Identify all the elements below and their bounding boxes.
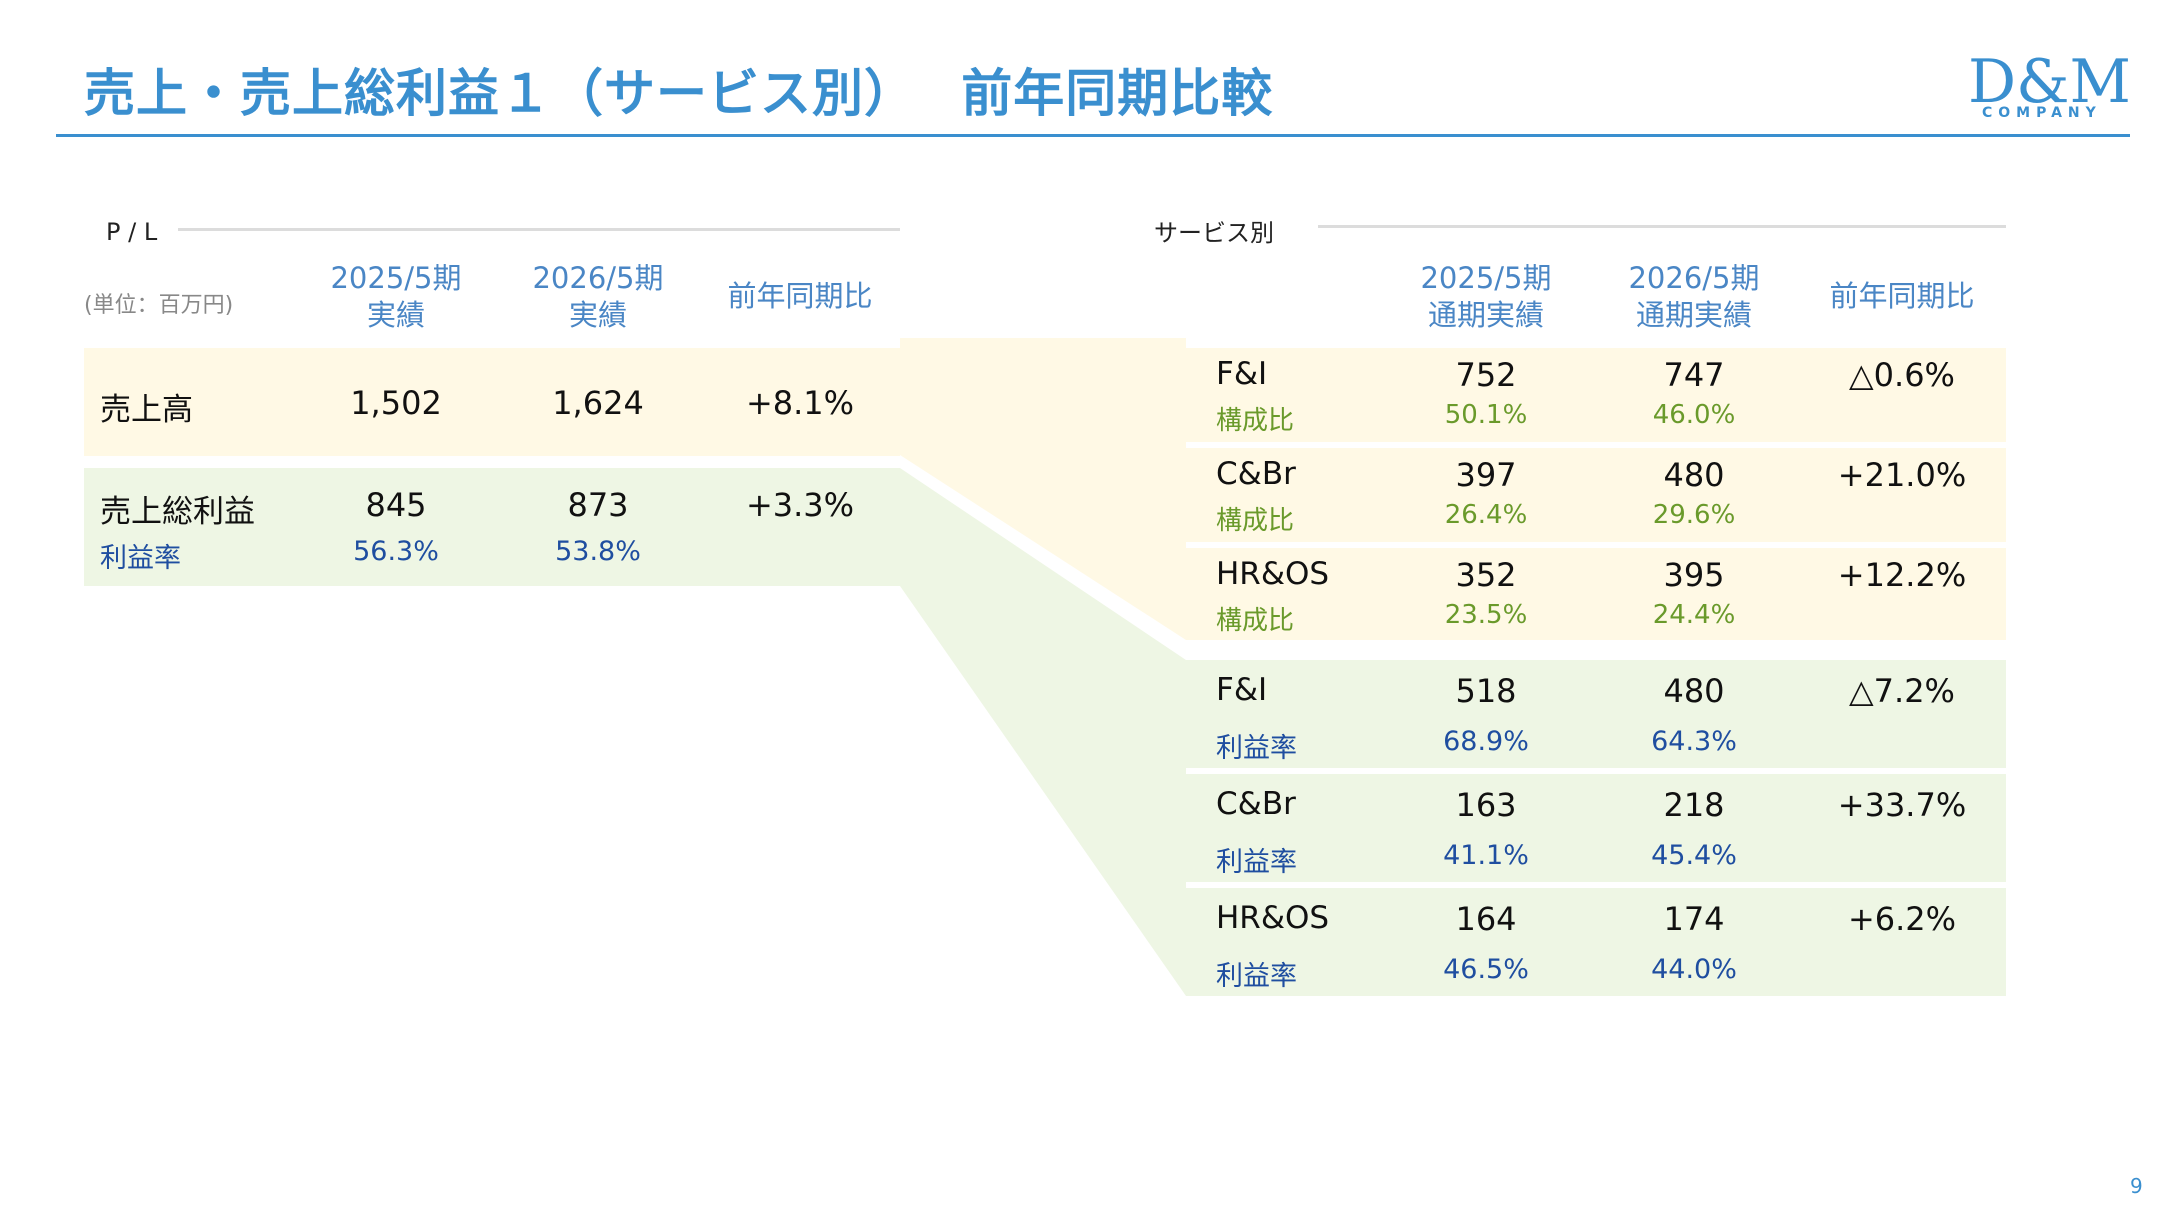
service-header-2026: 2026/5期 通期実績: [1590, 260, 1798, 334]
value-2026: 480: [1663, 672, 1725, 710]
value-2025: 163: [1455, 786, 1517, 824]
ratio-2026: 46.0%: [1652, 400, 1736, 430]
value-2026: 873: [567, 486, 629, 524]
ratio-label: 利益率: [1216, 733, 1297, 764]
unit-label: (単位：百万円): [84, 293, 234, 318]
header-line1: 2025/5期: [330, 261, 462, 295]
company-logo: D&M COMPANY: [1968, 50, 2131, 122]
value-2025: 164: [1455, 900, 1517, 938]
row-label: 売上総利益: [100, 494, 255, 530]
value-2026: 218: [1663, 786, 1725, 824]
value-2026: 1,624: [552, 384, 644, 422]
header-line1: 2025/5期: [1420, 261, 1552, 295]
profit-funnel: [900, 468, 1186, 996]
pl-sales-row: 売上高 1,502 1,624 +8.1%: [84, 348, 900, 456]
header-line1: 前年同期比: [727, 279, 873, 313]
service-name: HR&OS: [1216, 900, 1330, 936]
value-2025: 397: [1455, 456, 1517, 494]
logo-subtext: COMPANY: [1982, 105, 2102, 121]
pl-gross-profit-row: 売上総利益 845 873 +3.3% 利益率 56.3% 53.8%: [84, 468, 900, 586]
ratio-label: 構成比: [1216, 406, 1295, 436]
service-name: C&Br: [1216, 786, 1296, 822]
ratio-2025: 23.5%: [1444, 600, 1528, 630]
ratio-2026: 64.3%: [1651, 726, 1737, 757]
ratio-2026: 44.0%: [1651, 954, 1737, 985]
ratio-label: 利益率: [1216, 847, 1297, 878]
value-2026: 747: [1663, 356, 1725, 394]
service-header-yoy: 前年同期比: [1798, 278, 2006, 315]
ratio-2026: 24.4%: [1652, 600, 1736, 630]
ratio-2025: 46.5%: [1443, 954, 1529, 985]
ratio-2025: 26.4%: [1444, 500, 1528, 530]
ratio-label: 構成比: [1216, 506, 1295, 536]
pl-header-yoy: 前年同期比: [700, 278, 900, 315]
yoy-value: △0.6%: [1849, 356, 1955, 394]
ratio-label: 構成比: [1216, 606, 1295, 636]
service-profit-row: C&Br 163 218 +33.7% 利益率 41.1% 45.4%: [1186, 774, 2006, 882]
title-divider: [56, 134, 2130, 137]
service-section-line: [1318, 225, 2006, 228]
page-title: 売上・売上総利益１（サービス別） 前年同期比較: [84, 65, 1274, 124]
yoy-value: △7.2%: [1849, 672, 1955, 710]
ratio-2025: 68.9%: [1443, 726, 1529, 757]
service-name: C&Br: [1216, 456, 1296, 492]
service-section-label: サービス別: [1154, 219, 1274, 247]
value-2026: 395: [1663, 556, 1725, 594]
yoy-value: +6.2%: [1847, 900, 1957, 938]
pl-header-2026: 2026/5期 実績: [498, 260, 698, 334]
ratio-2026: 53.8%: [555, 536, 641, 567]
header-line2: 通期実績: [1427, 298, 1544, 332]
service-header-2025: 2025/5期 通期実績: [1382, 260, 1590, 334]
ratio-label: 利益率: [1216, 961, 1297, 992]
header-line2: 通期実績: [1635, 298, 1752, 332]
value-2025: 752: [1455, 356, 1517, 394]
yoy-value: +21.0%: [1837, 456, 1967, 494]
service-sales-row: F&I 752 747 △0.6% 構成比 50.1% 46.0%: [1186, 348, 2006, 442]
header-line2: 実績: [366, 298, 425, 332]
value-2025: 845: [365, 486, 427, 524]
ratio-2025: 50.1%: [1444, 400, 1528, 430]
page-number: 9: [2130, 1174, 2143, 1198]
ratio-label: 利益率: [100, 543, 181, 574]
service-name: F&I: [1216, 356, 1268, 392]
service-sales-row: C&Br 397 480 +21.0% 構成比 26.4% 29.6%: [1186, 448, 2006, 542]
header-line2: 実績: [568, 298, 627, 332]
logo-mark: D&M: [1968, 47, 2131, 117]
service-sales-row: HR&OS 352 395 +12.2% 構成比 23.5% 24.4%: [1186, 548, 2006, 640]
ratio-2025: 56.3%: [353, 536, 439, 567]
yoy-value: +8.1%: [745, 384, 855, 422]
value-2026: 174: [1663, 900, 1725, 938]
header-line1: 2026/5期: [532, 261, 664, 295]
ratio-2025: 41.1%: [1443, 840, 1529, 871]
value-2026: 480: [1663, 456, 1725, 494]
yoy-value: +33.7%: [1837, 786, 1967, 824]
value-2025: 1,502: [350, 384, 442, 422]
ratio-2026: 29.6%: [1652, 500, 1736, 530]
service-profit-row: HR&OS 164 174 +6.2% 利益率 46.5% 44.0%: [1186, 888, 2006, 996]
yoy-value: +12.2%: [1837, 556, 1967, 594]
pl-section-label: P / L: [106, 218, 158, 246]
revenue-funnel: [900, 338, 1186, 640]
service-profit-row: F&I 518 480 △7.2% 利益率 68.9% 64.3%: [1186, 660, 2006, 768]
ratio-2026: 45.4%: [1651, 840, 1737, 871]
row-label: 売上高: [100, 392, 193, 428]
service-name: F&I: [1216, 672, 1268, 708]
header-line1: 2026/5期: [1628, 261, 1760, 295]
header-line1: 前年同期比: [1829, 279, 1975, 313]
yoy-value: +3.3%: [745, 486, 855, 524]
service-name: HR&OS: [1216, 556, 1330, 592]
value-2025: 518: [1455, 672, 1517, 710]
pl-section-line: [178, 228, 900, 231]
value-2025: 352: [1455, 556, 1517, 594]
pl-header-2025: 2025/5期 実績: [296, 260, 496, 334]
